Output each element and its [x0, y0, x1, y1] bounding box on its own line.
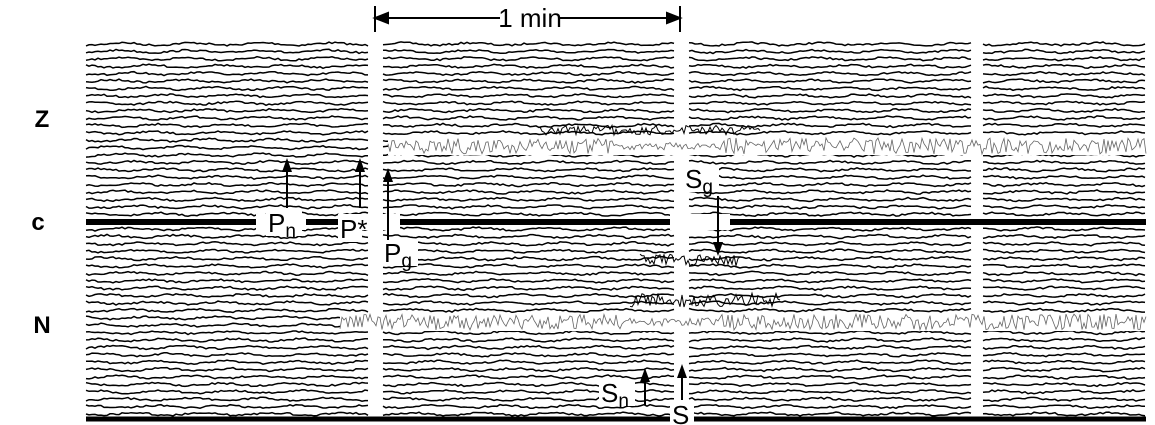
scale-label: 1 min: [498, 3, 562, 33]
arrowhead: [383, 168, 393, 182]
trace: [85, 159, 1146, 166]
trace: [85, 174, 1146, 181]
component-label: c: [31, 209, 44, 236]
phase-label: Pg: [384, 238, 412, 272]
label-bg: [599, 380, 635, 406]
arrowhead: [640, 368, 650, 382]
trace: [85, 48, 1146, 55]
component-label: N: [33, 312, 50, 339]
trace: [85, 166, 1146, 173]
scale-bar: [372, 6, 683, 32]
trace: [85, 381, 1146, 388]
trace: [85, 396, 1146, 403]
phase-sub: n: [285, 221, 296, 242]
trace: [85, 278, 1146, 284]
trace: [85, 204, 1146, 210]
trace: [85, 255, 1146, 262]
trace: [85, 122, 1146, 129]
trace: [85, 107, 1145, 114]
arrowhead: [677, 364, 687, 378]
gap: [670, 214, 730, 230]
label-bg: [683, 166, 719, 192]
trace: [85, 307, 1145, 314]
trace: [85, 233, 1146, 240]
phase-base: P*: [340, 214, 367, 244]
trace: [85, 78, 1146, 84]
trace: [85, 285, 1146, 292]
trace: [85, 115, 1146, 121]
trace: [85, 181, 1146, 188]
trace: [85, 226, 1146, 232]
signal: [539, 123, 761, 137]
label-bg: [338, 216, 362, 242]
label-bg: [266, 210, 302, 236]
signal: [629, 291, 781, 308]
trace: [85, 352, 1146, 358]
trace: [85, 374, 1146, 380]
trace: [85, 270, 1146, 277]
trace: [85, 129, 1146, 136]
phase-sub: g: [401, 251, 412, 272]
trace: [85, 92, 1146, 99]
phase-arrows: [282, 158, 723, 405]
trace: [85, 300, 1146, 306]
trace: [85, 211, 1146, 217]
noise: [339, 312, 1147, 332]
traces: [85, 41, 1147, 422]
band: [388, 137, 1146, 155]
phase-label: P*: [340, 214, 367, 244]
phase-base: P: [384, 238, 401, 268]
arrowhead: [282, 158, 292, 172]
arrowhead: [355, 158, 365, 172]
trace: [85, 55, 1145, 62]
trace: [85, 100, 1146, 107]
trace: [85, 411, 1146, 417]
phase-label: Pn: [268, 208, 296, 242]
trace: [85, 366, 1146, 373]
phase-base: S: [685, 164, 702, 194]
trace: [85, 248, 1146, 255]
phase-base: S: [601, 378, 618, 408]
phase-sub: n: [618, 391, 629, 412]
phase-label: Sg: [685, 164, 713, 198]
trace: [85, 70, 1146, 77]
trace: [85, 344, 1146, 351]
trace: [85, 388, 1146, 395]
trace: [85, 337, 1146, 343]
signal: [639, 253, 741, 267]
trace: [85, 292, 1146, 299]
trace: [85, 196, 1146, 203]
arrowhead: [713, 242, 723, 256]
trace: [85, 240, 1146, 247]
label-bg: [670, 402, 694, 425]
trace: [85, 359, 1146, 365]
arrowhead: [666, 11, 683, 25]
trace: [85, 403, 1146, 410]
component-label: Z: [35, 106, 50, 133]
trace: [85, 263, 1146, 269]
trace: [85, 329, 1146, 336]
trace: [85, 189, 1146, 195]
trace: [85, 85, 1146, 92]
trace: [85, 63, 1146, 70]
phase-base: P: [268, 208, 285, 238]
phase-base: S: [672, 400, 689, 425]
trace: [85, 41, 1146, 47]
phase-label: Sn: [601, 378, 629, 412]
arrowhead: [372, 11, 389, 25]
label-bg: [382, 240, 418, 266]
phase-label: S: [672, 400, 689, 425]
phase-sub: g: [702, 177, 713, 198]
noise: [387, 136, 1147, 156]
